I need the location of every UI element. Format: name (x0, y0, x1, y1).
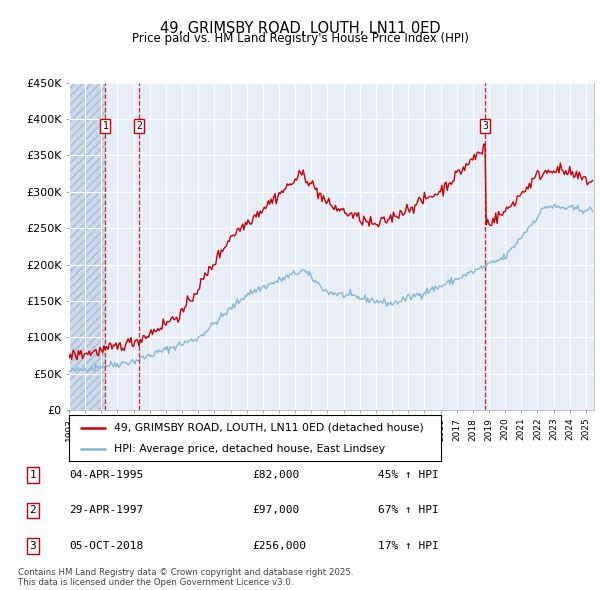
Text: 1: 1 (29, 470, 37, 480)
Text: 3: 3 (29, 541, 37, 550)
Text: 3: 3 (482, 122, 488, 131)
Text: 17% ↑ HPI: 17% ↑ HPI (378, 541, 439, 550)
Text: Contains HM Land Registry data © Crown copyright and database right 2025.
This d: Contains HM Land Registry data © Crown c… (18, 568, 353, 587)
Text: 49, GRIMSBY ROAD, LOUTH, LN11 0ED: 49, GRIMSBY ROAD, LOUTH, LN11 0ED (160, 21, 440, 35)
Text: £256,000: £256,000 (252, 541, 306, 550)
Text: HPI: Average price, detached house, East Lindsey: HPI: Average price, detached house, East… (113, 444, 385, 454)
Text: 05-OCT-2018: 05-OCT-2018 (69, 541, 143, 550)
Text: £97,000: £97,000 (252, 506, 299, 515)
Text: 2: 2 (29, 506, 37, 515)
Text: 04-APR-1995: 04-APR-1995 (69, 470, 143, 480)
Text: Price paid vs. HM Land Registry's House Price Index (HPI): Price paid vs. HM Land Registry's House … (131, 32, 469, 45)
Text: £82,000: £82,000 (252, 470, 299, 480)
Text: 29-APR-1997: 29-APR-1997 (69, 506, 143, 515)
Text: 1: 1 (103, 122, 108, 131)
Text: 49, GRIMSBY ROAD, LOUTH, LN11 0ED (detached house): 49, GRIMSBY ROAD, LOUTH, LN11 0ED (detac… (113, 423, 424, 433)
Text: 45% ↑ HPI: 45% ↑ HPI (378, 470, 439, 480)
Bar (69, 83, 106, 410)
Text: 67% ↑ HPI: 67% ↑ HPI (378, 506, 439, 515)
Text: 2: 2 (136, 122, 142, 131)
